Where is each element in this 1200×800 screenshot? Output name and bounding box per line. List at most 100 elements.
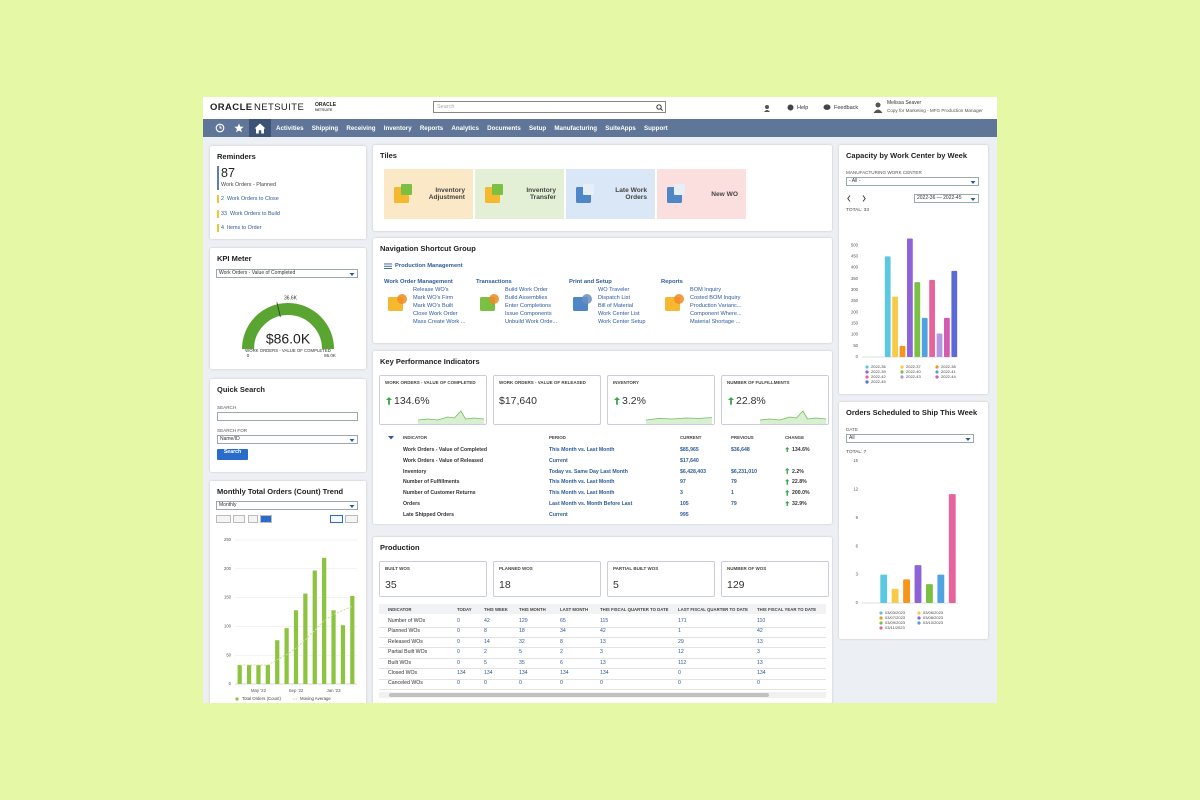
table-cell[interactable]: 18 xyxy=(519,628,525,635)
table-cell[interactable]: 29 xyxy=(678,638,684,645)
table-cell[interactable]: 3 xyxy=(680,490,683,497)
shortcut-link[interactable]: Costed BOM Inquiry xyxy=(690,295,741,301)
reminder-big-value[interactable]: 87 xyxy=(221,166,235,180)
week-range-select[interactable]: 2022-36 — 2022-45 xyxy=(914,194,979,203)
chart-type-button[interactable] xyxy=(330,515,343,523)
table-cell[interactable]: 3 xyxy=(600,649,603,656)
shortcut-link[interactable]: Component Where... xyxy=(690,311,742,317)
nav-item[interactable]: Receiving xyxy=(346,124,376,132)
table-cell[interactable]: 1 xyxy=(678,628,681,635)
nav-item[interactable]: Manufacturing xyxy=(554,124,598,132)
table-cell[interactable]: 0 xyxy=(457,628,460,635)
nav-item[interactable]: SuiteApps xyxy=(605,124,636,132)
table-cell[interactable]: 2 xyxy=(560,649,563,656)
table-cell[interactable]: Current xyxy=(549,511,568,518)
date-select[interactable]: All xyxy=(846,434,974,443)
table-cell[interactable]: 2 xyxy=(484,649,487,656)
table-cell[interactable]: 995 xyxy=(680,511,689,518)
chart-type-button[interactable] xyxy=(216,515,231,523)
nav-item[interactable]: Analytics xyxy=(451,124,479,132)
table-cell[interactable]: This Month vs. Last Month xyxy=(549,479,615,486)
shortcut-link[interactable]: Mark WO's Firm xyxy=(413,295,454,301)
table-cell[interactable]: 5 xyxy=(519,649,522,656)
home-tab[interactable] xyxy=(249,119,271,137)
table-cell[interactable]: $36,648 xyxy=(731,447,750,453)
table-cell[interactable]: 42 xyxy=(484,618,490,624)
table-cell[interactable]: 32 xyxy=(519,638,525,645)
table-cell[interactable]: 8 xyxy=(484,628,487,635)
table-cell[interactable]: 13 xyxy=(600,638,606,645)
tile[interactable]: Inventory Adjustment xyxy=(384,169,473,219)
table-cell[interactable]: 0 xyxy=(757,680,760,687)
table-cell[interactable]: $85,965 xyxy=(680,447,699,453)
shortcut-link[interactable]: WO Traveler xyxy=(598,287,630,293)
nav-item[interactable]: Shipping xyxy=(311,124,339,132)
shortcut-link[interactable]: Production Varianc... xyxy=(690,303,742,309)
table-cell[interactable]: 3 xyxy=(757,649,760,656)
reminder-count[interactable]: 2 xyxy=(221,196,224,202)
reminder-label[interactable]: Work Orders to Build xyxy=(230,210,280,217)
search-field[interactable] xyxy=(217,412,358,421)
table-cell[interactable]: 1 xyxy=(731,490,734,497)
table-cell[interactable]: 6 xyxy=(560,659,563,666)
search-for-select[interactable]: Name/ID xyxy=(217,435,358,444)
kpi-meter-select[interactable]: Work Orders - Value of Completed xyxy=(216,269,358,278)
table-cell[interactable]: 0 xyxy=(457,618,460,624)
table-cell[interactable]: 12 xyxy=(678,649,684,656)
table-cell[interactable]: 79 xyxy=(731,479,737,486)
period-select[interactable]: Monthly xyxy=(216,501,358,510)
chart-type-button[interactable] xyxy=(233,515,245,523)
table-cell[interactable]: This Month vs. Last Month xyxy=(549,490,615,497)
help-link[interactable]: Help xyxy=(797,104,809,111)
table-cell[interactable]: 115 xyxy=(600,618,609,624)
table-cell[interactable]: 129 xyxy=(519,618,528,624)
shortcut-link[interactable]: Work Center Setup xyxy=(598,319,646,325)
shortcut-link[interactable]: Mark WO's Built xyxy=(413,303,453,309)
table-cell[interactable]: 134 xyxy=(560,670,569,676)
table-cell[interactable]: 0 xyxy=(457,659,460,666)
table-cell[interactable]: 0 xyxy=(519,680,522,687)
tile[interactable]: Inventory Transfer xyxy=(475,169,564,219)
table-cell[interactable]: 134 xyxy=(600,670,609,676)
table-cell[interactable]: 5 xyxy=(484,659,487,666)
chart-type-button[interactable] xyxy=(248,515,258,523)
chart-type-button[interactable] xyxy=(260,515,272,523)
table-cell[interactable]: Current xyxy=(549,457,568,464)
table-cell[interactable]: Today vs. Same Day Last Month xyxy=(549,468,628,475)
tile[interactable]: New WO xyxy=(657,169,746,219)
search-input[interactable]: Search xyxy=(433,101,666,113)
table-cell[interactable]: Last Month vs. Month Before Last xyxy=(549,501,633,507)
table-cell[interactable]: 13 xyxy=(757,638,763,645)
shortcut-link[interactable]: BOM Inquiry xyxy=(690,287,722,293)
nav-item[interactable]: Support xyxy=(644,124,668,132)
shortcut-link[interactable]: Build Work Order xyxy=(505,287,548,293)
nav-item[interactable]: Setup xyxy=(529,124,547,132)
table-cell[interactable]: $6,428,403 xyxy=(680,468,706,475)
table-cell[interactable]: 13 xyxy=(600,659,606,666)
chart-type-button[interactable] xyxy=(345,515,358,523)
nav-item[interactable]: Activities xyxy=(276,124,304,132)
table-cell[interactable]: 110 xyxy=(757,618,766,624)
shortcut-link[interactable]: Work Center List xyxy=(598,311,640,317)
table-cell[interactable]: 134 xyxy=(757,670,766,676)
table-cell[interactable]: 134 xyxy=(457,670,466,676)
table-cell[interactable]: 42 xyxy=(757,628,763,635)
nav-item[interactable]: Documents xyxy=(487,124,521,132)
scrollbar-thumb[interactable] xyxy=(389,693,769,697)
shortcut-group-title[interactable]: Production Management xyxy=(395,263,463,269)
shortcut-link[interactable]: Enter Completions xyxy=(505,303,552,309)
shortcut-link[interactable]: Mass Create Work ... xyxy=(413,319,466,325)
reminder-label[interactable]: Work Orders to Close xyxy=(227,196,279,202)
table-cell[interactable]: 0 xyxy=(678,680,681,687)
search-button[interactable]: Search xyxy=(217,449,248,460)
shortcut-link[interactable]: Close Work Order xyxy=(413,311,458,317)
shortcut-link[interactable]: Bill of Material xyxy=(598,303,634,309)
tile[interactable]: Late Work Orders xyxy=(566,169,655,219)
reminder-count[interactable]: 33 xyxy=(221,210,227,217)
table-cell[interactable]: 105 xyxy=(680,501,689,507)
shortcut-link[interactable]: Issue Components xyxy=(505,311,552,317)
table-cell[interactable]: 134 xyxy=(519,670,528,676)
shortcut-link[interactable]: Build Assemblies xyxy=(505,295,548,301)
table-cell[interactable]: 0 xyxy=(678,670,681,676)
table-cell[interactable]: 14 xyxy=(484,638,490,645)
